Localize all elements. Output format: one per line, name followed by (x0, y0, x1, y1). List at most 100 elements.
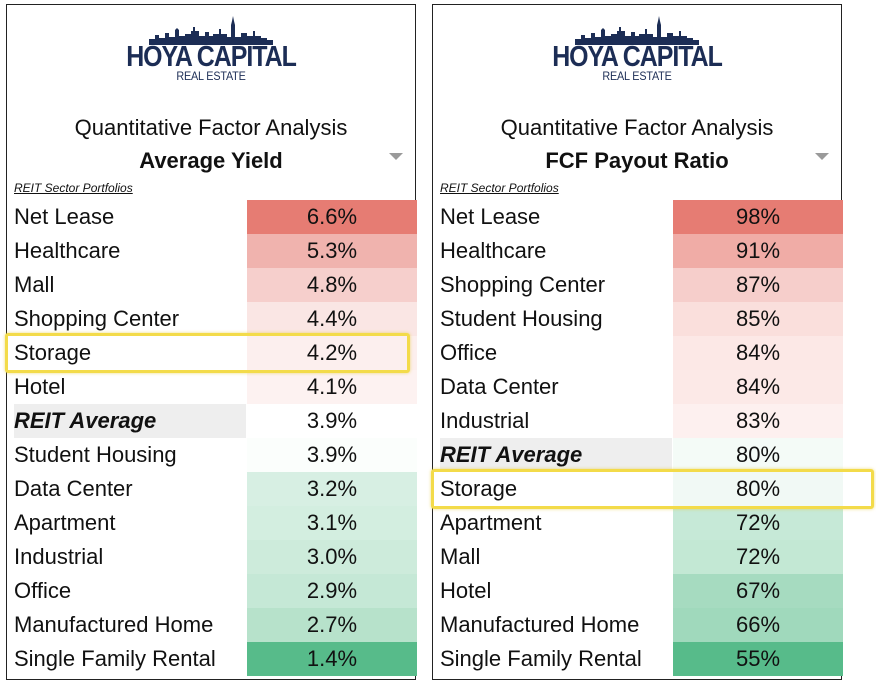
sector-value: 55% (673, 642, 843, 676)
sector-value: 80% (673, 438, 843, 472)
logo-wordmark: HOYA CAPITAL (552, 41, 723, 73)
table-row: Healthcare 91% (433, 234, 843, 268)
sector-label: Net Lease (14, 204, 115, 229)
table-row: Office 84% (433, 336, 843, 370)
sector-label: Office (440, 340, 498, 365)
sector-value: 67% (673, 574, 843, 608)
sector-value: 3.9% (247, 438, 417, 472)
sector-value: 80% (673, 472, 843, 506)
metric-title: FCF Payout Ratio (545, 148, 729, 173)
skyline-icon (149, 16, 273, 45)
logo-subtext: REAL ESTATE (176, 69, 246, 83)
sector-label: Shopping Center (440, 272, 606, 297)
table-row: Manufactured Home 66% (433, 608, 843, 642)
sector-value: 4.2% (247, 336, 417, 370)
table-row: Industrial 83% (433, 404, 843, 438)
table-row: Student Housing 85% (433, 302, 843, 336)
table-row: Student Housing 3.9% (7, 438, 417, 472)
table-row: Data Center 84% (433, 370, 843, 404)
table-row: Hotel 4.1% (7, 370, 417, 404)
table-row: Net Lease 98% (433, 200, 843, 234)
sector-value: 2.7% (247, 608, 417, 642)
table-row: Apartment 3.1% (7, 506, 417, 540)
sector-value: 3.9% (247, 404, 417, 438)
sector-label: Manufactured Home (14, 612, 214, 637)
table-row: Storage 4.2% (7, 336, 417, 370)
sector-value: 84% (673, 370, 843, 404)
sector-value: 4.8% (247, 268, 417, 302)
sector-label: Storage (440, 476, 518, 501)
brand-logo: HOYA CAPITAL REAL ESTATE (7, 15, 415, 110)
sector-label: Data Center (14, 476, 133, 501)
table-row: Single Family Rental 1.4% (7, 642, 417, 676)
metric-title: Average Yield (139, 148, 283, 173)
sector-label: Healthcare (440, 238, 547, 263)
logo-wordmark: HOYA CAPITAL (126, 41, 297, 73)
sector-label: REIT Average (440, 438, 672, 472)
dropdown-arrow-icon[interactable] (389, 153, 403, 160)
table-row: Manufactured Home 2.7% (7, 608, 417, 642)
dropdown-arrow-icon[interactable] (815, 153, 829, 160)
sector-value: 91% (673, 234, 843, 268)
portfolios-label: REIT Sector Portfolios (440, 181, 559, 195)
table-row: Healthcare 5.3% (7, 234, 417, 268)
table-row: Storage 80% (433, 472, 843, 506)
sector-label: Student Housing (14, 442, 177, 467)
table-row: REIT Average 80% (433, 438, 843, 472)
skyline-icon (575, 16, 699, 45)
sector-value: 87% (673, 268, 843, 302)
sector-label: Net Lease (440, 204, 541, 229)
sector-label: Mall (440, 544, 481, 569)
panel-fcf-payout-ratio: HOYA CAPITAL REAL ESTATE Quantitative Fact… (431, 4, 874, 680)
sector-label: Data Center (440, 374, 559, 399)
sector-label: Industrial (440, 408, 530, 433)
sector-value: 72% (673, 540, 843, 574)
sector-value: 3.2% (247, 472, 417, 506)
sector-value: 84% (673, 336, 843, 370)
sector-label: Single Family Rental (14, 646, 216, 671)
sector-label: Industrial (14, 544, 104, 569)
sector-value: 98% (673, 200, 843, 234)
sector-value: 85% (673, 302, 843, 336)
sector-label: Mall (14, 272, 55, 297)
brand-logo: HOYA CAPITAL REAL ESTATE (433, 15, 841, 110)
sector-value: 3.1% (247, 506, 417, 540)
analysis-subtitle: Quantitative Factor Analysis (74, 115, 348, 140)
sector-label: Storage (14, 340, 92, 365)
table-row: Shopping Center 87% (433, 268, 843, 302)
table-row: Apartment 72% (433, 506, 843, 540)
sector-label: Hotel (440, 578, 492, 603)
sector-value: 72% (673, 506, 843, 540)
portfolios-label: REIT Sector Portfolios (14, 181, 133, 195)
sector-value: 3.0% (247, 540, 417, 574)
sector-label: Apartment (14, 510, 116, 535)
sector-label: Manufactured Home (440, 612, 640, 637)
sector-value: 2.9% (247, 574, 417, 608)
table-row: Mall 72% (433, 540, 843, 574)
sector-value: 1.4% (247, 642, 417, 676)
sector-label: Shopping Center (14, 306, 180, 331)
sector-label: REIT Average (14, 404, 246, 438)
table-row: Data Center 3.2% (7, 472, 417, 506)
sector-table: Net Lease 98% Healthcare 91% Shopping Center… (433, 200, 843, 676)
sector-label: Hotel (14, 374, 66, 399)
sector-label: Apartment (440, 510, 542, 535)
sector-value: 83% (673, 404, 843, 438)
table-row: Hotel 67% (433, 574, 843, 608)
sector-value: 5.3% (247, 234, 417, 268)
table-row: Net Lease 6.6% (7, 200, 417, 234)
sector-label: Healthcare (14, 238, 121, 263)
sector-label: Single Family Rental (440, 646, 642, 671)
sector-value: 6.6% (247, 200, 417, 234)
table-row: Industrial 3.0% (7, 540, 417, 574)
table-row: Mall 4.8% (7, 268, 417, 302)
sector-table: Net Lease 6.6% Healthcare 5.3% Mall 4.8% Shopp… (7, 200, 417, 676)
table-row: REIT Average 3.9% (7, 404, 417, 438)
panel-average-yield: HOYA CAPITAL REAL ESTATE Quantitative Fact… (5, 4, 417, 680)
table-row: Shopping Center 4.4% (7, 302, 417, 336)
logo-subtext: REAL ESTATE (602, 69, 672, 83)
table-row: Single Family Rental 55% (433, 642, 843, 676)
sector-label: Student Housing (440, 306, 603, 331)
sector-label: Office (14, 578, 72, 603)
analysis-subtitle: Quantitative Factor Analysis (500, 115, 774, 140)
